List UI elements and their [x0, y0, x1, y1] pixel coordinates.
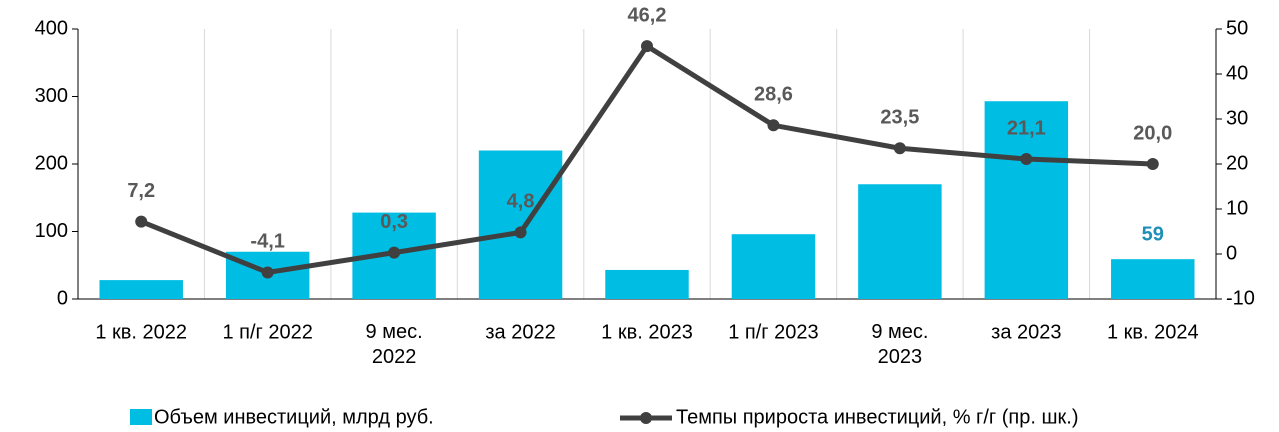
x-tick-label: 9 мес. 2023	[871, 321, 928, 368]
x-tick-label: 1 п/г 2022	[222, 321, 312, 343]
bar	[858, 184, 942, 299]
x-tick-label: за 2022	[485, 321, 555, 343]
y2-tick-label: 30	[1226, 107, 1248, 129]
line-value-label: 7,2	[127, 180, 155, 202]
bar	[731, 234, 816, 299]
bar	[605, 269, 689, 299]
y-tick-label: 0	[57, 287, 68, 309]
bar-value-label: 59	[1142, 223, 1164, 245]
y-tick-label: 200	[35, 152, 68, 174]
line-point	[514, 226, 527, 239]
x-tick-label: 1 п/г 2023	[728, 321, 818, 343]
line-point	[767, 119, 780, 132]
bar	[1111, 259, 1195, 299]
legend-label: Темпы прироста инвестиций, % г/г (пр. шк…	[676, 406, 1078, 428]
legend-label: Объем инвестиций, млрд руб.	[154, 406, 434, 428]
y-tick-label: 100	[35, 220, 68, 242]
y2-tick-label: 10	[1226, 197, 1248, 219]
x-tick-label: 9 мес. 2022	[366, 321, 423, 368]
line-value-label: 4,8	[507, 191, 535, 213]
line-value-label: 46,2	[628, 4, 667, 26]
y2-tick-label: 0	[1226, 242, 1237, 264]
y2-tick-label: -10	[1226, 287, 1255, 309]
y-tick-label: 300	[35, 85, 68, 107]
line-point	[1146, 158, 1159, 170]
x-tick-label: 1 кв. 2022	[95, 321, 187, 343]
bar	[99, 280, 183, 299]
bar	[984, 101, 1069, 299]
line-value-label: 23,5	[880, 107, 919, 129]
line-point	[135, 215, 148, 228]
x-tick-label: 1 кв. 2024	[1107, 321, 1199, 343]
bar	[478, 150, 563, 299]
line-value-label: 20,0	[1133, 122, 1172, 144]
y2-tick-label: 50	[1226, 17, 1248, 39]
line-point	[641, 40, 653, 53]
line-value-label: 21,1	[1007, 117, 1046, 139]
line-point	[261, 266, 274, 279]
y2-tick-label: 20	[1226, 152, 1248, 174]
y2-tick-label: 40	[1226, 62, 1248, 84]
line-point	[1020, 153, 1033, 166]
line-value-label: -4,1	[250, 231, 284, 253]
legend-swatch	[640, 412, 652, 424]
y-tick-label: 400	[35, 17, 68, 39]
line-point	[388, 246, 401, 259]
line-value-label: 0,3	[380, 211, 408, 233]
line-point	[893, 142, 906, 155]
x-tick-label: 1 кв. 2023	[601, 321, 693, 343]
x-tick-label: за 2023	[991, 321, 1061, 343]
line-value-label: 28,6	[754, 84, 793, 106]
legend-swatch	[130, 409, 152, 425]
